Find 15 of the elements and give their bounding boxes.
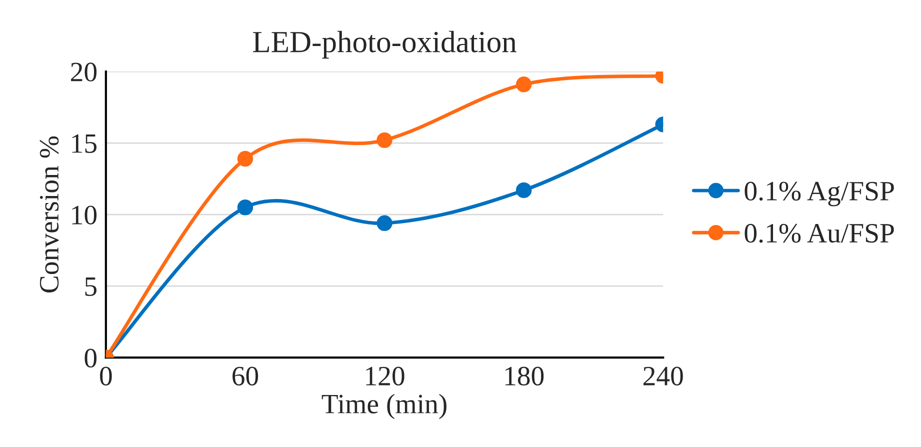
x-tick-label: 0 <box>100 366 112 386</box>
y-tick-label: 20 <box>71 62 97 82</box>
y-tick-label: 5 <box>85 278 96 296</box>
legend-label: 0.1% Ag/FSP <box>744 182 894 206</box>
x-axis-title: Time (min) <box>322 394 446 420</box>
x-tick-label: 120 <box>366 366 404 386</box>
y-tick-label: 15 <box>72 134 96 153</box>
y-axis-title: Conversion % <box>40 136 59 292</box>
x-tick-label: 180 <box>505 366 544 386</box>
legend-label: 0.1% Au/FSP <box>744 224 894 243</box>
y-tick-label: 10 <box>72 206 97 224</box>
y-tick-label: 0 <box>84 348 97 368</box>
chart-title: LED-photo-oxidation <box>253 30 516 59</box>
x-tick-label: 240 <box>644 366 683 386</box>
x-tick-label: 60 <box>232 366 258 386</box>
